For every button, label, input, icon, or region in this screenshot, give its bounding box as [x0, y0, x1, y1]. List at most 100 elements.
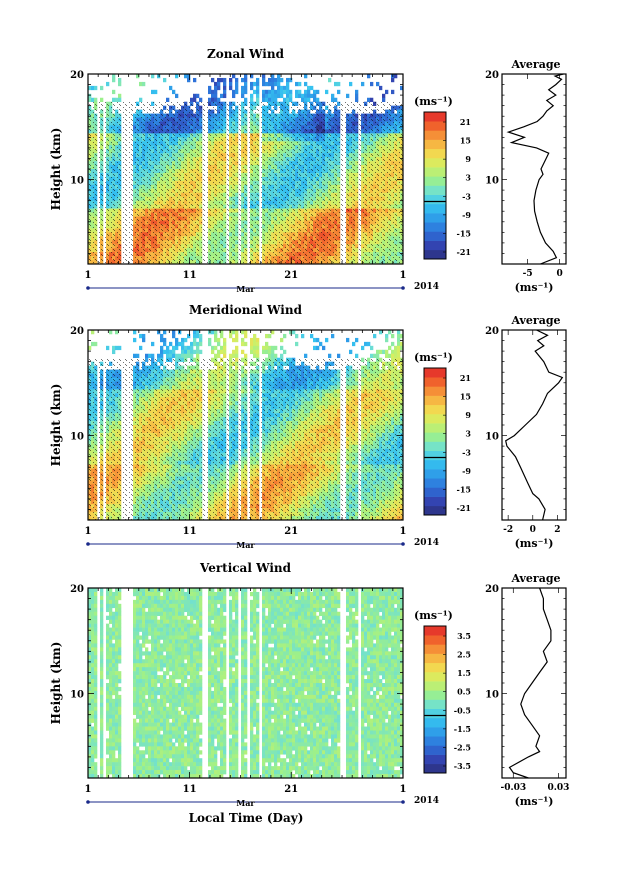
y-tick-label: 20	[70, 70, 84, 81]
heatmap-cell	[271, 85, 275, 91]
heatmap-cell	[241, 93, 245, 99]
heatmap-cell	[118, 81, 122, 87]
heatmap-cell	[223, 85, 227, 91]
heatmap-cell	[367, 97, 371, 103]
heatmap-cell	[244, 97, 248, 103]
heatmap-cell	[262, 81, 266, 87]
heatmap-cell	[307, 85, 311, 91]
heatmap-cell	[223, 81, 227, 87]
heatmap-cell	[325, 89, 329, 95]
heatmap-cell	[232, 89, 236, 95]
heatmap-cell	[175, 93, 179, 99]
heatmap-cell	[235, 81, 239, 87]
heatmap-cell	[346, 93, 350, 99]
heatmap-cell	[181, 337, 185, 343]
heatmap-cell	[115, 97, 119, 103]
heatmap-cell	[268, 77, 272, 83]
heatmap-cell	[256, 93, 260, 99]
heatmap-cell	[244, 81, 248, 87]
heatmap-cell	[220, 93, 224, 99]
heatmap-cell	[286, 85, 290, 91]
heatmap-cell	[328, 77, 332, 83]
heatmap-cell	[181, 353, 185, 359]
colorbar-tick-label: 15	[460, 136, 471, 146]
heatmap-cell	[316, 97, 320, 103]
heatmap-cell	[94, 85, 98, 91]
y-tick-label: 10	[70, 176, 84, 187]
heatmap-cell	[163, 341, 167, 347]
heatmap-cell	[157, 74, 161, 79]
heatmap-cell	[241, 77, 245, 83]
heatmap-cell	[172, 330, 176, 335]
heatmap-cell	[370, 81, 374, 87]
heatmap-cell	[175, 353, 179, 359]
heatmap-cell	[250, 93, 254, 99]
heatmap-cell	[211, 77, 215, 83]
heatmap-cell	[235, 77, 239, 83]
heatmap-cell	[286, 97, 290, 103]
heatmap-cell	[349, 81, 353, 87]
heatmap-cell	[244, 74, 248, 79]
heatmap-cell	[175, 345, 179, 351]
heatmap-cell	[286, 93, 290, 99]
heatmap-cell	[142, 333, 146, 339]
heatmap-cell	[268, 89, 272, 95]
heatmap-cell	[88, 345, 92, 351]
y-axis-label: Height (km)	[49, 128, 63, 211]
heatmap-cell	[88, 85, 92, 91]
heatmap-cell	[145, 353, 149, 359]
heatmap-cell	[304, 89, 308, 95]
heatmap-cell	[151, 353, 155, 359]
heatmap-cell	[271, 93, 275, 99]
profile-y-tick-label: 10	[485, 176, 499, 187]
heatmap-cell	[193, 97, 197, 103]
heatmap-cell	[256, 89, 260, 95]
heatmap-cell	[361, 81, 365, 87]
heatmap-cell	[274, 93, 278, 99]
heatmap-cell	[148, 353, 152, 359]
heatmap-cell	[112, 345, 116, 351]
heatmap-cell	[274, 97, 278, 103]
profile-title: Average	[510, 58, 560, 71]
heatmap-cell	[223, 89, 227, 95]
heatmap-cell	[283, 89, 287, 95]
colorbar-band	[424, 213, 446, 223]
heatmap-cell	[157, 353, 161, 359]
colorbar-tick-label: 21	[460, 117, 471, 127]
heatmap-cell	[295, 89, 299, 95]
heatmap-cell	[133, 337, 137, 343]
heatmap-cell	[193, 77, 197, 83]
heatmap-cell	[109, 330, 113, 335]
profile-x-tick-label: 0	[556, 269, 562, 279]
heatmap-cell	[277, 85, 281, 91]
heatmap-cell	[163, 349, 167, 355]
heatmap-cell	[229, 77, 233, 83]
date-bar-end	[401, 286, 405, 290]
heatmap-cell	[289, 89, 293, 95]
heatmap-cell	[394, 74, 398, 79]
heatmap-cell	[313, 89, 317, 95]
heatmap-cell	[250, 74, 254, 79]
heatmap-cell	[277, 89, 281, 95]
heatmap-cell	[316, 89, 320, 95]
heatmap-cell	[118, 97, 122, 103]
heatmap-cell	[172, 349, 176, 355]
heatmap-cell	[391, 89, 395, 95]
heatmap-cell	[280, 93, 284, 99]
heatmap-cell	[157, 330, 161, 335]
heatmap-cell	[265, 93, 269, 99]
heatmap-cell	[88, 97, 92, 103]
heatmap-cell	[100, 85, 104, 91]
heatmap-cell	[112, 97, 116, 103]
heatmap-cell	[277, 93, 281, 99]
heatmap-cell	[91, 341, 95, 347]
heatmap-cell	[223, 77, 227, 83]
heatmap-cell	[187, 77, 191, 83]
heatmap-cell	[163, 337, 167, 343]
heatmap-cell	[313, 97, 317, 103]
heatmap-cell	[385, 89, 389, 95]
heatmap-cell	[211, 93, 215, 99]
heatmap-cell	[139, 97, 143, 103]
heatmap-cell	[142, 337, 146, 343]
